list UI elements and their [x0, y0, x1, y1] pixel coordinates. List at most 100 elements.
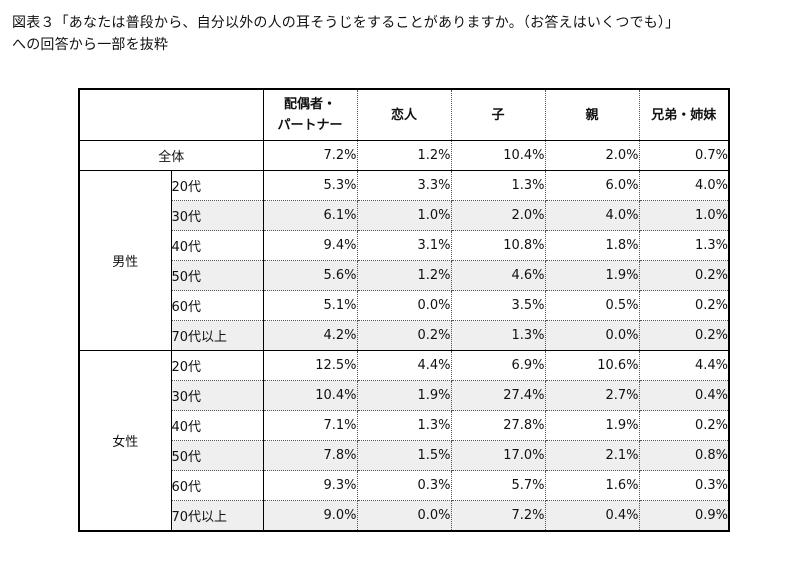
age-label: 30代: [171, 200, 264, 231]
header-spouse: 配偶者・ パートナー: [263, 89, 358, 141]
age-label: 60代: [171, 290, 264, 321]
value-cell-parent: 10.6%: [545, 350, 640, 381]
value-cell-lover: 1.2%: [357, 260, 452, 291]
header-child: 子: [451, 89, 546, 141]
header-spouse-line1: 配偶者・: [283, 97, 336, 112]
age-label: 50代: [171, 440, 264, 471]
value-cell-spouse: 5.1%: [263, 290, 358, 321]
value-cell-siblings: 4.0%: [639, 170, 729, 201]
total-value-child: 10.4%: [451, 140, 546, 171]
value-cell-parent: 1.6%: [545, 470, 640, 501]
figure-caption: 図表３「あなたは普段から、自分以外の人の耳そうじをすることがありますか。（お答え…: [12, 12, 802, 56]
value-cell-parent: 0.4%: [545, 500, 640, 532]
total-value-lover: 1.2%: [357, 140, 452, 171]
value-cell-spouse: 5.6%: [263, 260, 358, 291]
age-label: 50代: [171, 260, 264, 291]
age-label: 20代: [171, 350, 264, 381]
total-label: 全体: [79, 140, 264, 171]
value-cell-siblings: 0.2%: [639, 410, 729, 441]
table-row: 30代 10.4% 1.9% 27.4% 2.7% 0.4%: [79, 380, 729, 411]
value-cell-lover: 3.1%: [357, 230, 452, 261]
value-cell-child: 1.3%: [451, 170, 546, 201]
value-cell-parent: 1.8%: [545, 230, 640, 261]
value-cell-lover: 1.9%: [357, 380, 452, 411]
age-label: 40代: [171, 230, 264, 261]
total-row: 全体 7.2% 1.2% 10.4% 2.0% 0.7%: [79, 140, 729, 171]
value-cell-parent: 4.0%: [545, 200, 640, 231]
value-cell-spouse: 7.1%: [263, 410, 358, 441]
value-cell-siblings: 0.2%: [639, 260, 729, 291]
age-label: 30代: [171, 380, 264, 411]
age-label: 60代: [171, 470, 264, 501]
table-row: 30代 6.1% 1.0% 2.0% 4.0% 1.0%: [79, 200, 729, 231]
age-label: 40代: [171, 410, 264, 441]
value-cell-lover: 1.3%: [357, 410, 452, 441]
value-cell-siblings: 4.4%: [639, 350, 729, 381]
age-label: 20代: [171, 170, 264, 201]
header-corner: [79, 89, 264, 141]
value-cell-siblings: 1.3%: [639, 230, 729, 261]
value-cell-child: 1.3%: [451, 320, 546, 351]
value-cell-child: 6.9%: [451, 350, 546, 381]
table-row: 40代 7.1% 1.3% 27.8% 1.9% 0.2%: [79, 410, 729, 441]
value-cell-child: 7.2%: [451, 500, 546, 532]
header-spouse-line2: パートナー: [277, 118, 343, 133]
value-cell-lover: 1.0%: [357, 200, 452, 231]
value-cell-child: 2.0%: [451, 200, 546, 231]
table-row: 70代以上 9.0% 0.0% 7.2% 0.4% 0.9%: [79, 500, 729, 532]
age-label: 70代以上: [171, 320, 264, 351]
value-cell-child: 4.6%: [451, 260, 546, 291]
value-cell-spouse: 7.8%: [263, 440, 358, 471]
value-cell-child: 10.8%: [451, 230, 546, 261]
age-label: 70代以上: [171, 500, 264, 532]
value-cell-siblings: 1.0%: [639, 200, 729, 231]
value-cell-spouse: 4.2%: [263, 320, 358, 351]
header-parent: 親: [545, 89, 640, 141]
value-cell-child: 27.8%: [451, 410, 546, 441]
table-row: 50代 5.6% 1.2% 4.6% 1.9% 0.2%: [79, 260, 729, 291]
total-value-siblings: 0.7%: [639, 140, 729, 171]
caption-line-2: への回答から一部を抜粋: [12, 37, 169, 53]
caption-line-1: 図表３「あなたは普段から、自分以外の人の耳そうじをすることがありますか。（お答え…: [12, 15, 680, 31]
value-cell-spouse: 12.5%: [263, 350, 358, 381]
value-cell-spouse: 9.4%: [263, 230, 358, 261]
table-row: 女性 20代 12.5% 4.4% 6.9% 10.6% 4.4%: [79, 350, 729, 532]
header-lover: 恋人: [357, 89, 452, 141]
value-cell-spouse: 9.3%: [263, 470, 358, 501]
value-cell-child: 5.7%: [451, 470, 546, 501]
value-cell-lover: 0.2%: [357, 320, 452, 351]
table-body: 全体 7.2% 1.2% 10.4% 2.0% 0.7% 男性 20代 5.3% 3.…: [79, 140, 729, 532]
value-cell-parent: 0.5%: [545, 290, 640, 321]
value-cell-parent: 0.0%: [545, 320, 640, 351]
value-cell-siblings: 0.9%: [639, 500, 729, 532]
group-label: 女性: [79, 350, 172, 532]
table-row: 50代 7.8% 1.5% 17.0% 2.1% 0.8%: [79, 440, 729, 471]
total-value-parent: 2.0%: [545, 140, 640, 171]
value-cell-siblings: 0.2%: [639, 320, 729, 351]
value-cell-siblings: 0.2%: [639, 290, 729, 321]
value-cell-lover: 3.3%: [357, 170, 452, 201]
value-cell-siblings: 0.4%: [639, 380, 729, 411]
header-row: 配偶者・ パートナー 恋人 子 親 兄弟・姉妹: [79, 89, 729, 141]
total-value-spouse: 7.2%: [263, 140, 358, 171]
value-cell-child: 17.0%: [451, 440, 546, 471]
value-cell-child: 27.4%: [451, 380, 546, 411]
value-cell-spouse: 5.3%: [263, 170, 358, 201]
value-cell-parent: 2.1%: [545, 440, 640, 471]
value-cell-parent: 1.9%: [545, 410, 640, 441]
value-cell-parent: 6.0%: [545, 170, 640, 201]
table-row: 60代 5.1% 0.0% 3.5% 0.5% 0.2%: [79, 290, 729, 321]
value-cell-siblings: 0.3%: [639, 470, 729, 501]
table-row: 男性 20代 5.3% 3.3% 1.3% 6.0% 4.0%: [79, 170, 729, 351]
value-cell-spouse: 6.1%: [263, 200, 358, 231]
value-cell-lover: 1.5%: [357, 440, 452, 471]
value-cell-parent: 1.9%: [545, 260, 640, 291]
value-cell-parent: 2.7%: [545, 380, 640, 411]
group-label: 男性: [79, 170, 172, 351]
value-cell-lover: 0.3%: [357, 470, 452, 501]
value-cell-lover: 0.0%: [357, 290, 452, 321]
table-row: 70代以上 4.2% 0.2% 1.3% 0.0% 0.2%: [79, 320, 729, 351]
value-cell-lover: 4.4%: [357, 350, 452, 381]
table-row: 40代 9.4% 3.1% 10.8% 1.8% 1.3%: [79, 230, 729, 261]
value-cell-child: 3.5%: [451, 290, 546, 321]
